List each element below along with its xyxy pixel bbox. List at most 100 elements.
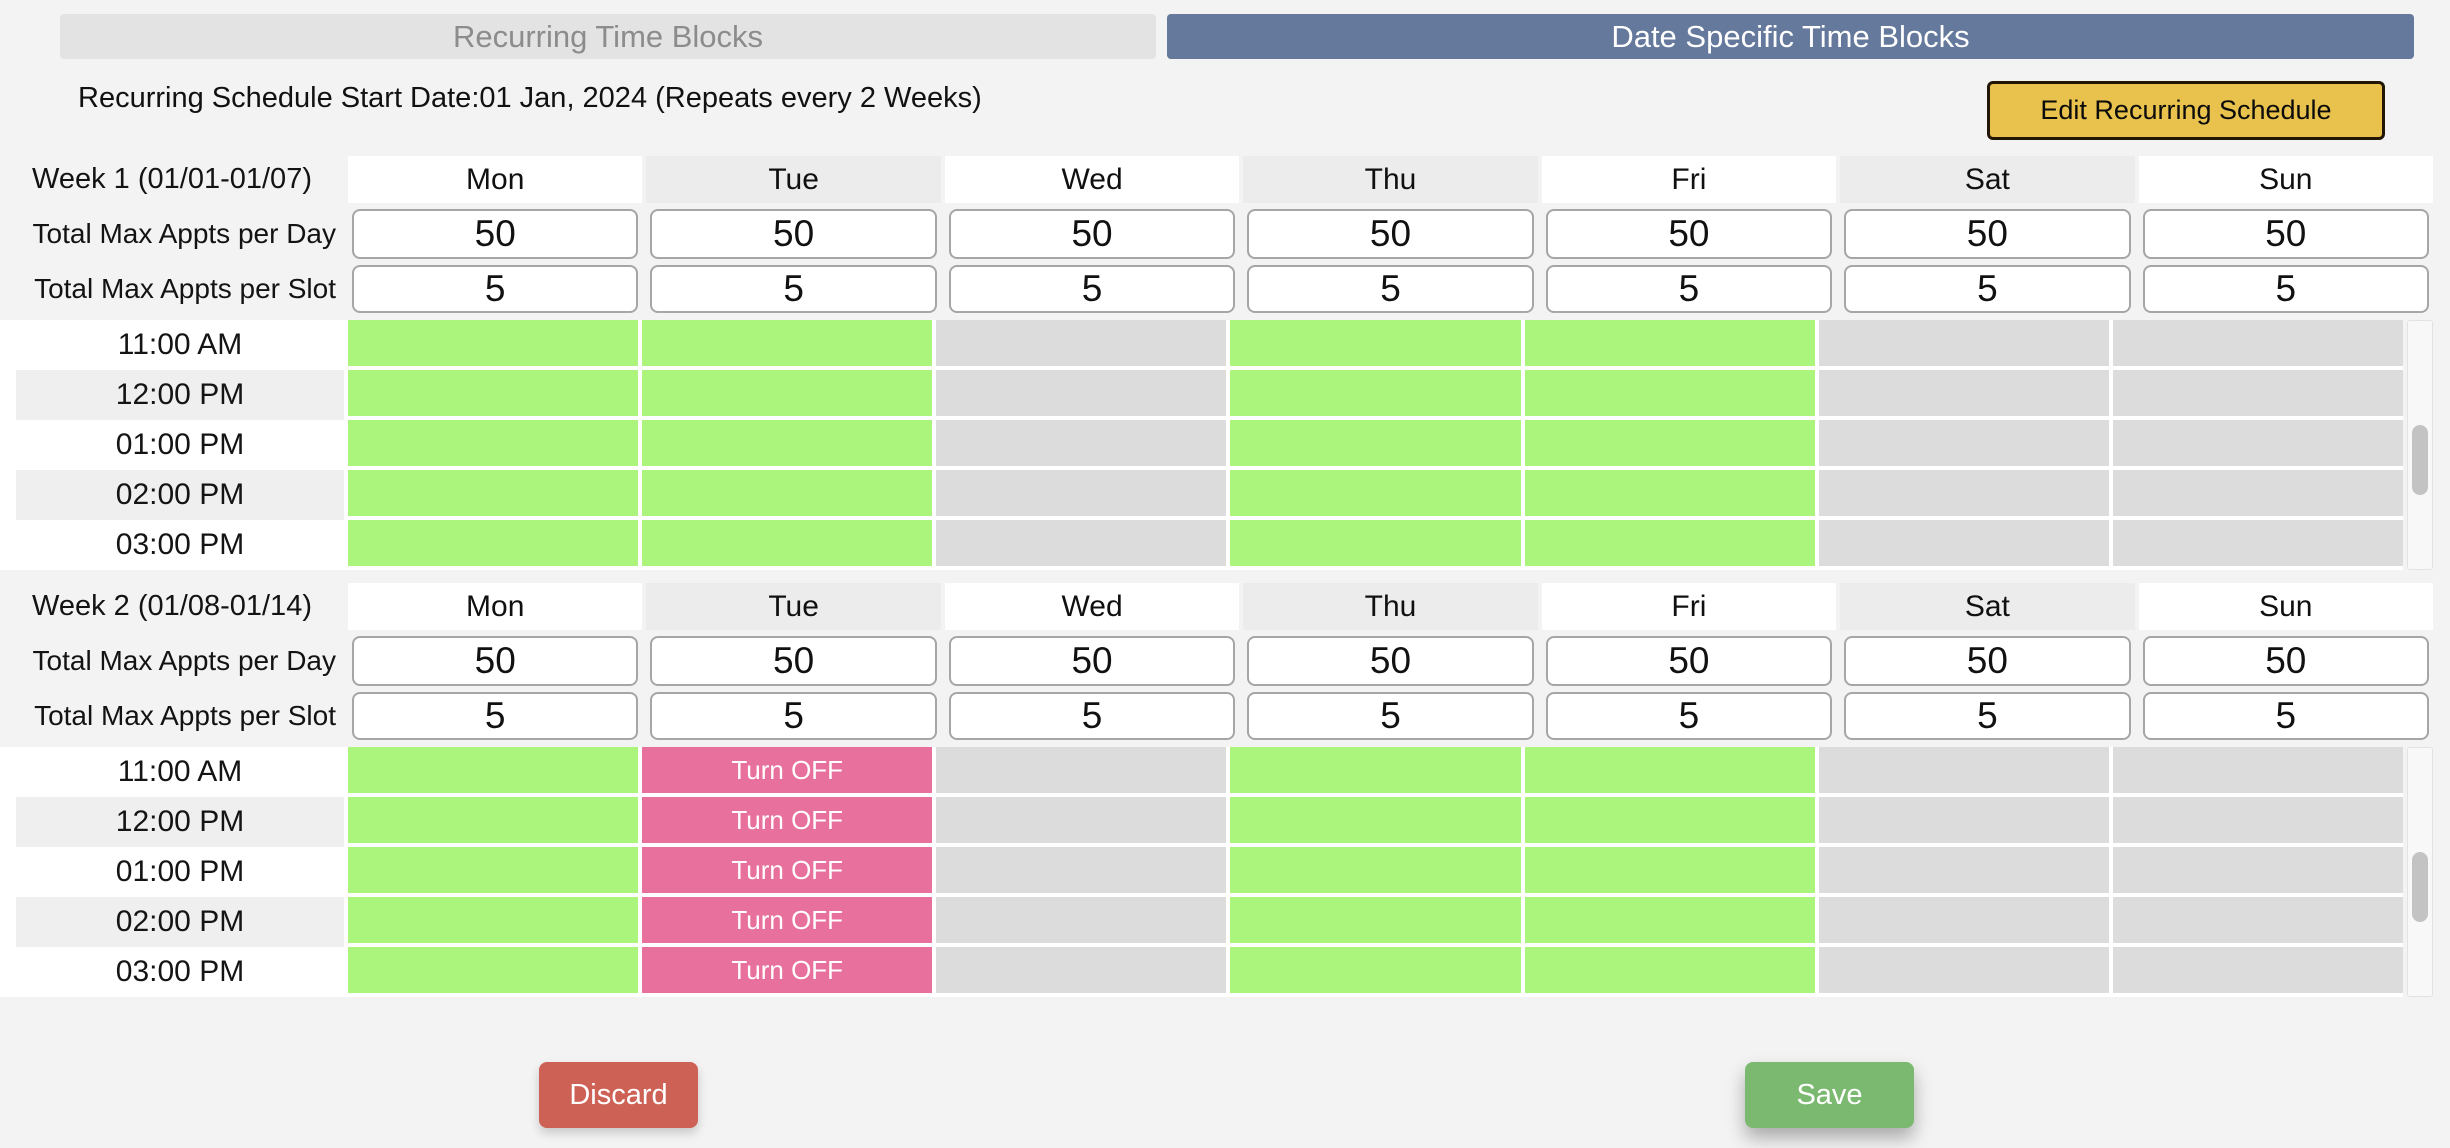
slot-cell-available-fri[interactable] <box>1524 897 1815 943</box>
slot-cell-available-mon[interactable] <box>348 420 639 466</box>
week-1-max-appts-per-slot-input-tue[interactable] <box>650 265 937 313</box>
slot-cell-available-thu[interactable] <box>1230 847 1521 893</box>
week-1-max-appts-per-slot-input-sun[interactable] <box>2142 265 2429 313</box>
week-2-max-appts-per-slot-input-tue[interactable] <box>650 692 937 740</box>
week-2-max-appts-per-day-input-sun[interactable] <box>2142 636 2429 686</box>
week-1-max-appts-per-slot-input-thu[interactable] <box>1247 265 1534 313</box>
slot-cell-unavailable-sun[interactable] <box>2112 520 2403 566</box>
week-1-max-appts-per-day-input-sun[interactable] <box>2142 209 2429 259</box>
tab-recurring-time-blocks[interactable]: Recurring Time Blocks <box>60 14 1156 59</box>
slot-cell-available-mon[interactable] <box>348 370 639 416</box>
edit-recurring-schedule-button[interactable]: Edit Recurring Schedule <box>1987 81 2385 140</box>
slot-cell-unavailable-wed[interactable] <box>936 420 1227 466</box>
slot-cell-unavailable-sat[interactable] <box>1818 470 2109 516</box>
week-1-max-appts-per-slot-input-sat[interactable] <box>1844 265 2131 313</box>
slot-cell-available-mon[interactable] <box>348 470 639 516</box>
week-1-max-appts-per-slot-input-mon[interactable] <box>352 265 639 313</box>
week-2-max-appts-per-slot-input-thu[interactable] <box>1247 692 1534 740</box>
week-1-max-appts-per-day-input-thu[interactable] <box>1247 209 1534 259</box>
turn-off-button-tue[interactable]: Turn OFF <box>642 947 933 993</box>
week-2-max-appts-per-day-input-tue[interactable] <box>650 636 937 686</box>
slot-cell-available-mon[interactable] <box>348 797 639 843</box>
turn-off-button-tue[interactable]: Turn OFF <box>642 797 933 843</box>
week-2-scrollbar-thumb[interactable] <box>2412 852 2428 922</box>
slot-cell-available-tue[interactable] <box>642 520 933 566</box>
slot-cell-available-fri[interactable] <box>1524 847 1815 893</box>
slot-cell-available-fri[interactable] <box>1524 797 1815 843</box>
slot-cell-unavailable-wed[interactable] <box>936 470 1227 516</box>
slot-cell-available-fri[interactable] <box>1524 320 1815 366</box>
slot-cell-unavailable-wed[interactable] <box>936 370 1227 416</box>
slot-cell-available-thu[interactable] <box>1230 470 1521 516</box>
slot-cell-unavailable-sat[interactable] <box>1818 947 2109 993</box>
slot-cell-unavailable-sun[interactable] <box>2112 797 2403 843</box>
slot-cell-available-fri[interactable] <box>1524 370 1815 416</box>
save-button[interactable]: Save <box>1745 1062 1914 1128</box>
week-1-max-appts-per-day-input-wed[interactable] <box>948 209 1236 259</box>
slot-cell-unavailable-sat[interactable] <box>1818 897 2109 943</box>
slot-cell-available-tue[interactable] <box>642 420 933 466</box>
slot-cell-unavailable-sun[interactable] <box>2112 370 2403 416</box>
slot-cell-available-thu[interactable] <box>1230 947 1521 993</box>
slot-cell-unavailable-sun[interactable] <box>2112 420 2403 466</box>
slot-cell-unavailable-sun[interactable] <box>2112 470 2403 516</box>
slot-cell-available-fri[interactable] <box>1524 947 1815 993</box>
slot-cell-unavailable-sat[interactable] <box>1818 797 2109 843</box>
slot-cell-available-mon[interactable] <box>348 520 639 566</box>
slot-cell-unavailable-wed[interactable] <box>936 320 1227 366</box>
slot-cell-available-tue[interactable] <box>642 320 933 366</box>
slot-cell-unavailable-sat[interactable] <box>1818 420 2109 466</box>
slot-cell-available-mon[interactable] <box>348 947 639 993</box>
week-2-max-appts-per-day-input-thu[interactable] <box>1247 636 1534 686</box>
slot-cell-unavailable-wed[interactable] <box>936 847 1227 893</box>
slot-cell-available-thu[interactable] <box>1230 370 1521 416</box>
slot-cell-available-thu[interactable] <box>1230 797 1521 843</box>
turn-off-button-tue[interactable]: Turn OFF <box>642 747 933 793</box>
week-1-max-appts-per-day-input-tue[interactable] <box>650 209 937 259</box>
week-2-max-appts-per-day-input-mon[interactable] <box>352 636 639 686</box>
slot-cell-unavailable-sun[interactable] <box>2112 320 2403 366</box>
week-2-max-appts-per-day-input-fri[interactable] <box>1545 636 1833 686</box>
slot-cell-unavailable-sat[interactable] <box>1818 320 2109 366</box>
slot-cell-available-mon[interactable] <box>348 897 639 943</box>
slot-cell-unavailable-sun[interactable] <box>2112 847 2403 893</box>
slot-cell-available-thu[interactable] <box>1230 747 1521 793</box>
slot-cell-unavailable-sat[interactable] <box>1818 747 2109 793</box>
slot-cell-available-mon[interactable] <box>348 847 639 893</box>
week-1-scrollbar-thumb[interactable] <box>2412 425 2428 495</box>
week-2-max-appts-per-slot-input-sat[interactable] <box>1844 692 2131 740</box>
tab-date-specific-time-blocks[interactable]: Date Specific Time Blocks <box>1167 14 2414 59</box>
slot-cell-unavailable-wed[interactable] <box>936 520 1227 566</box>
slot-cell-available-thu[interactable] <box>1230 320 1521 366</box>
week-1-max-appts-per-slot-input-fri[interactable] <box>1545 265 1833 313</box>
week-2-max-appts-per-slot-input-wed[interactable] <box>948 692 1236 740</box>
slot-cell-unavailable-sat[interactable] <box>1818 370 2109 416</box>
week-2-max-appts-per-slot-input-fri[interactable] <box>1545 692 1833 740</box>
slot-cell-unavailable-sat[interactable] <box>1818 847 2109 893</box>
week-1-max-appts-per-day-input-sat[interactable] <box>1844 209 2131 259</box>
slot-cell-unavailable-sat[interactable] <box>1818 520 2109 566</box>
slot-cell-available-mon[interactable] <box>348 320 639 366</box>
slot-cell-available-fri[interactable] <box>1524 470 1815 516</box>
slot-cell-available-tue[interactable] <box>642 470 933 516</box>
week-1-max-appts-per-slot-input-wed[interactable] <box>948 265 1236 313</box>
slot-cell-available-fri[interactable] <box>1524 747 1815 793</box>
week-2-max-appts-per-day-input-sat[interactable] <box>1844 636 2131 686</box>
slot-cell-available-thu[interactable] <box>1230 897 1521 943</box>
slot-cell-available-mon[interactable] <box>348 747 639 793</box>
week-1-max-appts-per-day-input-mon[interactable] <box>352 209 639 259</box>
slot-cell-available-thu[interactable] <box>1230 520 1521 566</box>
slot-cell-available-thu[interactable] <box>1230 420 1521 466</box>
discard-button[interactable]: Discard <box>539 1062 698 1128</box>
slot-cell-available-fri[interactable] <box>1524 420 1815 466</box>
slot-cell-unavailable-wed[interactable] <box>936 947 1227 993</box>
slot-cell-unavailable-wed[interactable] <box>936 747 1227 793</box>
slot-cell-unavailable-wed[interactable] <box>936 897 1227 943</box>
week-1-vertical-scrollbar[interactable] <box>2407 320 2433 570</box>
week-2-max-appts-per-day-input-wed[interactable] <box>948 636 1236 686</box>
slot-cell-unavailable-wed[interactable] <box>936 797 1227 843</box>
week-2-max-appts-per-slot-input-sun[interactable] <box>2142 692 2429 740</box>
week-2-max-appts-per-slot-input-mon[interactable] <box>352 692 639 740</box>
week-1-max-appts-per-day-input-fri[interactable] <box>1545 209 1833 259</box>
week-2-vertical-scrollbar[interactable] <box>2407 747 2433 997</box>
